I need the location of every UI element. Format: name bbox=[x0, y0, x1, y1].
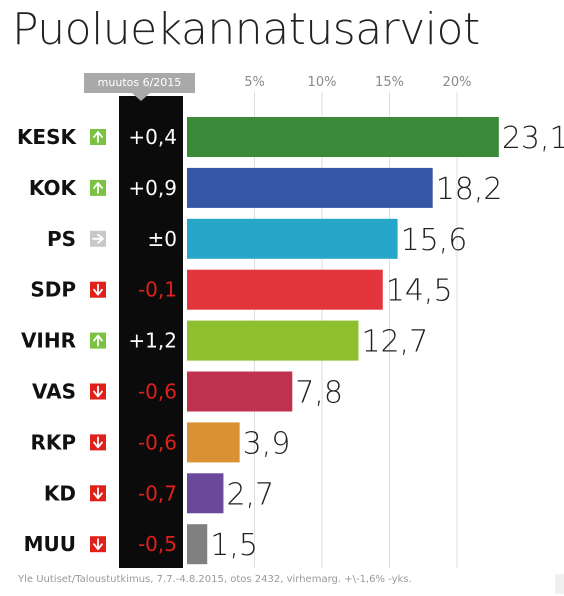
trend-down-icon bbox=[90, 281, 106, 298]
change-value: -0,7 bbox=[138, 481, 177, 505]
change-value: ±0 bbox=[148, 227, 177, 251]
party-label-ps: PS bbox=[47, 227, 76, 251]
change-value: -0,5 bbox=[138, 532, 177, 556]
x-tick-label: 10% bbox=[308, 75, 337, 90]
value-label: 15,6 bbox=[401, 223, 468, 258]
value-label: 1,5 bbox=[210, 528, 258, 563]
change-value: +0,9 bbox=[128, 176, 177, 200]
scrollbar-stub[interactable] bbox=[555, 574, 564, 594]
bar-vihr bbox=[187, 320, 359, 361]
party-label-kok: KOK bbox=[29, 176, 78, 200]
bar-kd bbox=[187, 473, 224, 514]
trend-down-icon bbox=[90, 434, 106, 451]
bar-kesk bbox=[187, 117, 499, 157]
x-tick-label: 20% bbox=[443, 75, 472, 90]
value-label: 18,2 bbox=[436, 172, 503, 207]
trend-neutral-icon bbox=[90, 230, 106, 247]
bar-muu bbox=[187, 524, 208, 565]
trend-down-icon bbox=[90, 485, 106, 502]
bar-ps bbox=[187, 218, 398, 259]
trend-up-icon bbox=[90, 179, 106, 196]
value-label: 23,1 bbox=[502, 121, 564, 156]
value-label: 2,7 bbox=[226, 477, 274, 512]
party-label-rkp: RKP bbox=[30, 430, 76, 454]
change-value: -0,6 bbox=[138, 430, 177, 454]
source-footnote: Yle Uutiset/Taloustutkimus, 7.7.-4.8.201… bbox=[18, 574, 412, 585]
bar-sdp bbox=[187, 269, 383, 310]
x-tick-label: 5% bbox=[244, 75, 265, 90]
party-label-vihr: VIHR bbox=[21, 329, 76, 353]
trend-up-icon bbox=[90, 129, 106, 145]
chart-title: Puoluekannatusarviot bbox=[12, 4, 480, 55]
party-label-sdp: SDP bbox=[30, 278, 76, 302]
value-label: 3,9 bbox=[243, 426, 291, 461]
party-label-muu: MUU bbox=[24, 532, 76, 556]
change-value: -0,1 bbox=[138, 278, 177, 302]
x-tick-label: 15% bbox=[375, 75, 404, 90]
trend-up-icon bbox=[90, 332, 106, 349]
change-column-background bbox=[119, 96, 183, 568]
change-column-header: muutos 6/2015 bbox=[84, 73, 195, 93]
change-value: +0,4 bbox=[128, 125, 177, 149]
party-label-kd: KD bbox=[44, 481, 76, 505]
trend-down-icon bbox=[90, 536, 106, 553]
bar-rkp bbox=[187, 422, 240, 463]
change-value: -0,6 bbox=[138, 380, 177, 404]
change-header-pointer bbox=[132, 93, 150, 101]
bar-kok bbox=[187, 167, 433, 208]
bar-vas bbox=[187, 371, 293, 412]
trend-down-icon bbox=[90, 383, 106, 400]
party-label-vas: VAS bbox=[32, 380, 76, 404]
change-value: +1,2 bbox=[128, 329, 177, 353]
value-label: 7,8 bbox=[295, 376, 343, 411]
party-label-kesk: KESK bbox=[17, 125, 78, 149]
value-label: 12,7 bbox=[361, 325, 428, 360]
value-label: 14,5 bbox=[386, 274, 453, 309]
